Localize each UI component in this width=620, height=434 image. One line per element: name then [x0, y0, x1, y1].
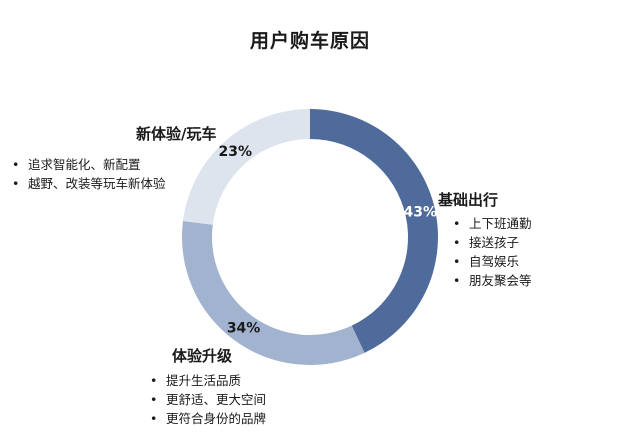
- bullet-item: 上下班通勤: [451, 214, 532, 233]
- donut-slice-experience-upgrade: [182, 220, 365, 365]
- bullet-item: 更符合身份的品牌: [148, 409, 266, 428]
- data-label-basic-travel: 43%: [404, 204, 438, 220]
- chart-title: 用户购车原因: [249, 30, 370, 52]
- bullet-item: 追求智能化、新配置: [10, 155, 166, 174]
- bullet-item: 越野、改装等玩车新体验: [10, 174, 166, 193]
- category-title-new-experience: 新体验/玩车: [136, 125, 217, 143]
- bullet-item: 朋友聚会等: [451, 271, 532, 290]
- data-label-experience-upgrade: 34%: [227, 320, 261, 336]
- bullet-list-new-experience: 追求智能化、新配置 越野、改装等玩车新体验: [10, 155, 166, 193]
- data-label-new-experience: 23%: [219, 144, 253, 160]
- bullet-item: 自驾娱乐: [451, 252, 532, 271]
- category-title-basic-travel: 基础出行: [438, 191, 499, 209]
- bullet-item: 提升生活品质: [148, 371, 266, 390]
- donut-slice-new-experience: [183, 109, 310, 225]
- bullet-item: 接送孩子: [451, 233, 532, 252]
- category-title-experience-upgrade: 体验升级: [172, 347, 233, 365]
- donut-slice-basic-travel: [310, 109, 438, 353]
- bullet-list-experience-upgrade: 提升生活品质 更舒适、更大空间 更符合身份的品牌: [148, 371, 266, 428]
- bullet-item: 更舒适、更大空间: [148, 390, 266, 409]
- bullet-list-basic-travel: 上下班通勤 接送孩子 自驾娱乐 朋友聚会等: [451, 214, 532, 290]
